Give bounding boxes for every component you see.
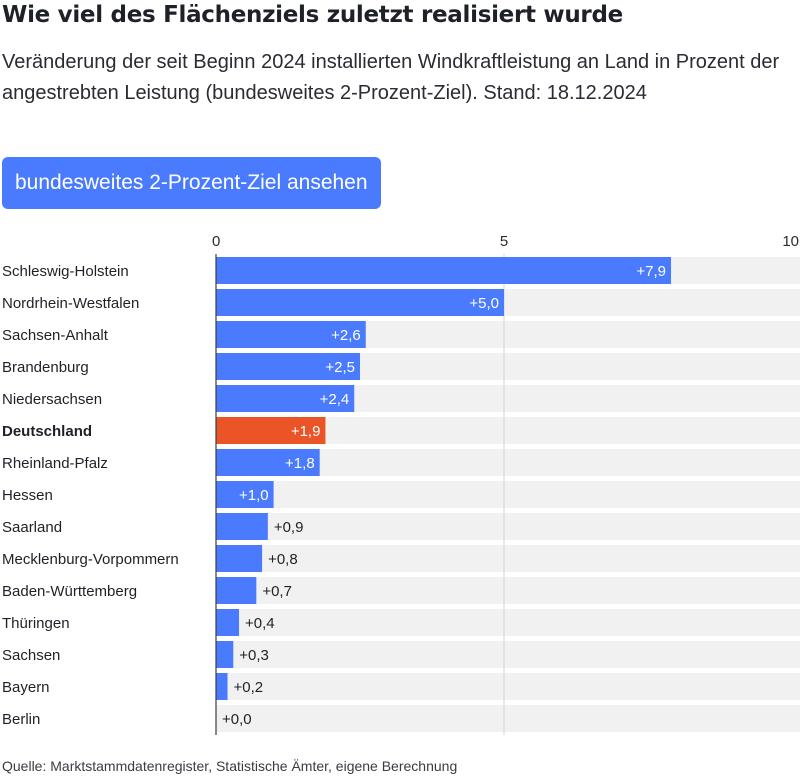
category-label: Thüringen — [2, 615, 70, 632]
category-label: Mecklenburg-Vorpommern — [2, 551, 179, 568]
bar — [216, 353, 360, 380]
category-label: Hessen — [2, 487, 53, 504]
bar-chart: 0 5 10 +7,9 +5,0 +2,6 +2,5 +2,4 +1,9 +1,8 +1,0 +0,… — [2, 233, 800, 735]
view-national-target-button[interactable]: bundesweites 2-Prozent-Ziel ansehen — [2, 157, 381, 209]
x-tick-label: 10 — [782, 233, 799, 250]
value-label: +0,0 — [222, 711, 252, 728]
category-label: Berlin — [2, 711, 40, 728]
value-label: +0,7 — [262, 583, 292, 600]
bar-highlight — [216, 417, 326, 444]
category-label: Nordrhein-Westfalen — [2, 295, 139, 312]
bar-track — [216, 481, 800, 508]
value-label: +0,9 — [274, 519, 304, 536]
value-label: +2,6 — [331, 327, 361, 344]
category-label: Brandenburg — [2, 359, 89, 376]
bar — [216, 257, 672, 284]
x-axis: 0 5 10 — [212, 233, 799, 250]
category-label: Sachsen-Anhalt — [2, 327, 109, 344]
category-label: Bayern — [2, 679, 50, 696]
value-label: +1,0 — [239, 487, 269, 504]
value-label: +1,8 — [285, 455, 315, 472]
bar-track — [216, 513, 800, 540]
category-labels: Schleswig-Holstein Nordrhein-Westfalen Sac… — [2, 263, 179, 728]
category-label: Deutschland — [2, 423, 92, 440]
bar — [216, 673, 228, 700]
x-tick-label: 0 — [212, 233, 220, 250]
value-label: +7,9 — [636, 263, 666, 280]
source-note: Quelle: Marktstammdatenregister, Statist… — [2, 758, 458, 774]
bar — [216, 641, 234, 668]
value-label: +0,2 — [234, 679, 264, 696]
value-label: +0,3 — [239, 647, 269, 664]
bar — [216, 545, 263, 572]
category-label: Sachsen — [2, 647, 60, 664]
value-label: +5,0 — [469, 295, 499, 312]
bar-track — [216, 609, 800, 636]
chart-subtitle: Veränderung der seit Beginn 2024 install… — [2, 51, 780, 104]
bars: +7,9 +5,0 +2,6 +2,5 +2,4 +1,9 +1,8 +1,0 +0,9 +0,8… — [216, 257, 672, 728]
value-label: +2,4 — [320, 391, 350, 408]
bar — [216, 609, 240, 636]
bar-track — [216, 673, 800, 700]
category-label: Schleswig-Holstein — [2, 263, 129, 280]
bar — [216, 321, 366, 348]
category-label: Niedersachsen — [2, 391, 102, 408]
bar-track — [216, 705, 800, 732]
category-label: Rheinland-Pfalz — [2, 455, 108, 472]
bar-track — [216, 545, 800, 572]
value-label: +0,4 — [245, 615, 275, 632]
bar-track — [216, 641, 800, 668]
bar — [216, 449, 320, 476]
bar — [216, 513, 268, 540]
bar — [216, 289, 504, 316]
category-label: Baden-Württemberg — [2, 583, 137, 600]
bar — [216, 481, 274, 508]
value-label: +1,9 — [291, 423, 321, 440]
x-tick-label: 5 — [500, 233, 508, 250]
value-label: +0,8 — [268, 551, 298, 568]
bar — [216, 577, 257, 604]
chart-title: Wie viel des Flächenziels zuletzt realis… — [2, 2, 623, 28]
bar — [216, 385, 355, 412]
bar-track — [216, 577, 800, 604]
category-label: Saarland — [2, 519, 62, 536]
value-label: +2,5 — [325, 359, 355, 376]
